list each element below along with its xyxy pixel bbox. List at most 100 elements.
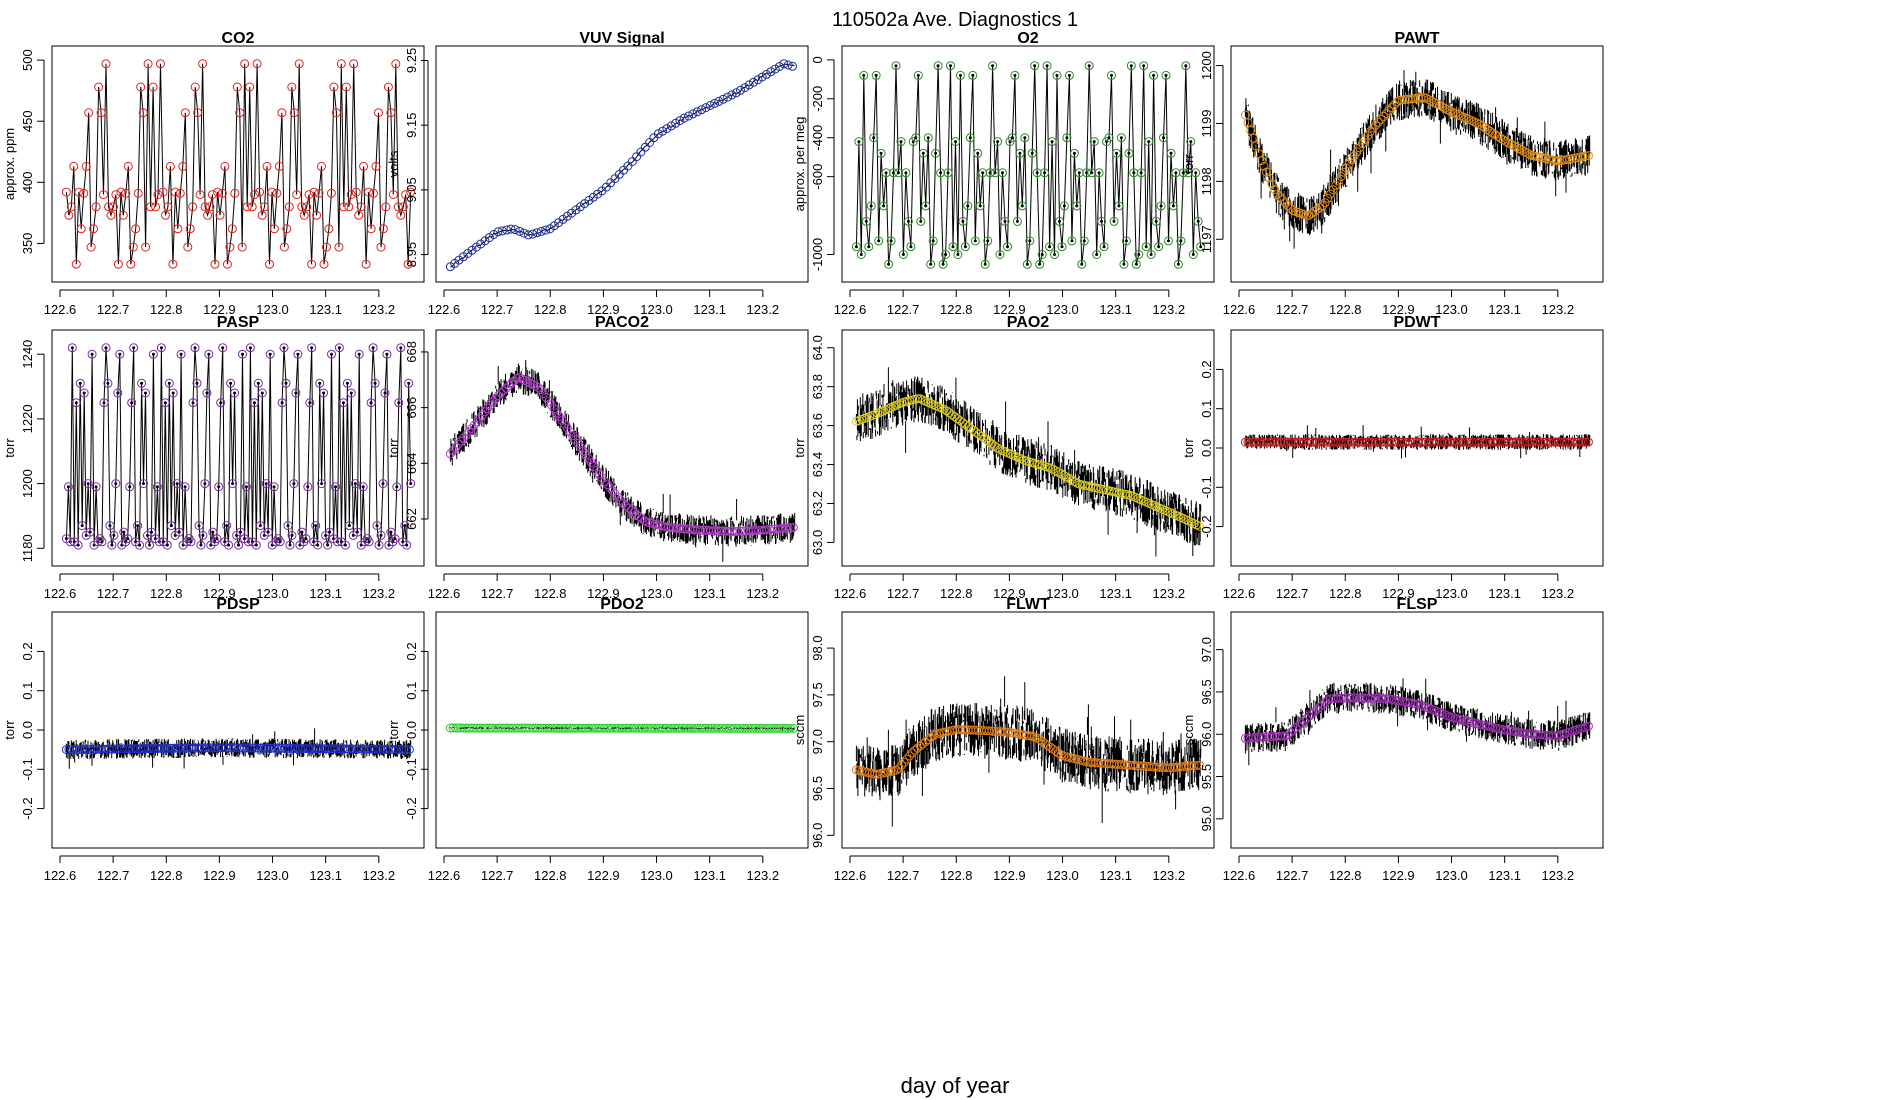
data-point-center — [1013, 74, 1016, 77]
data-point-center — [954, 140, 957, 143]
data-point-center — [168, 382, 171, 385]
data-point-center — [291, 534, 294, 537]
data-point-center — [114, 482, 117, 485]
data-point-center — [897, 171, 900, 174]
data-point-center — [1130, 64, 1133, 67]
data-point-center — [927, 136, 930, 139]
data-point-center — [180, 353, 183, 356]
x-tick-label: 123.1 — [1488, 868, 1521, 883]
data-point-center — [205, 392, 208, 395]
data-point-center — [95, 485, 98, 488]
data-point-center — [924, 204, 927, 207]
x-tick-label: 123.0 — [1046, 868, 1079, 883]
data-point-center — [384, 392, 387, 395]
data-point-center — [919, 220, 922, 223]
y-tick-label: 0 — [810, 56, 825, 63]
data-point-center — [1004, 220, 1007, 223]
data-point-center — [917, 74, 920, 77]
x-tick-label: 122.9 — [993, 868, 1026, 883]
data-point-center — [308, 401, 311, 404]
x-tick-label: 123.1 — [309, 868, 342, 883]
x-tick-label: 122.8 — [940, 868, 973, 883]
data-point-center — [348, 524, 351, 527]
x-tick-label: 123.2 — [363, 586, 396, 601]
panel-title: PDO2 — [600, 596, 644, 613]
y-tick-label: 97.0 — [1199, 637, 1214, 662]
y-tick-label: 63.4 — [810, 452, 825, 477]
y-tick-label: 64.0 — [810, 335, 825, 360]
data-point-center — [1177, 263, 1180, 266]
data-point-center — [1127, 152, 1130, 155]
series-line — [66, 348, 410, 545]
data-point-center — [1016, 220, 1019, 223]
data-point-center — [867, 245, 870, 248]
x-tick-label: 123.0 — [256, 586, 289, 601]
data-point-center — [1088, 64, 1091, 67]
y-tick-label: 63.8 — [810, 374, 825, 399]
data-point-center — [1063, 204, 1066, 207]
x-tick-label: 122.7 — [481, 868, 514, 883]
data-point-center — [1078, 171, 1081, 174]
data-point-center — [142, 482, 145, 485]
figure-title: 110502a Ave. Diagnostics 1 — [832, 9, 1078, 31]
data-point-center — [979, 204, 982, 207]
data-point-center — [1142, 64, 1145, 67]
data-point-center — [385, 353, 388, 356]
y-tick-label: -0.1 — [1199, 476, 1214, 498]
data-point-center — [1033, 64, 1036, 67]
data-point-center — [316, 544, 319, 547]
x-tick-label: 122.6 — [1223, 586, 1256, 601]
x-tick-label: 122.6 — [834, 302, 867, 317]
x-tick-label: 123.1 — [309, 302, 342, 317]
x-tick-label: 122.7 — [97, 868, 130, 883]
y-tick-label: -400 — [810, 125, 825, 151]
data-point-center — [1093, 140, 1096, 143]
data-point-center — [1167, 239, 1170, 242]
panel-co2: CO2approx. ppm122.6 122.7 122.8 122.9 123.0 1… — [2, 30, 424, 317]
x-tick-label: 123.1 — [1099, 868, 1132, 883]
data-point-center — [860, 253, 863, 256]
data-point-center — [991, 64, 994, 67]
panel-o2: O2 approx. per meg 122.6 122.7 122.8 122.9 123… — [792, 30, 1214, 317]
data-point-center — [287, 524, 290, 527]
y-tick-label: -0.2 — [20, 797, 35, 819]
data-point-center — [231, 482, 234, 485]
data-point-center — [1135, 263, 1138, 266]
data-point-center — [875, 74, 878, 77]
data-point-center — [140, 382, 143, 385]
y-axis-label: sccm — [792, 715, 807, 745]
x-tick-label: 123.1 — [693, 586, 726, 601]
data-point-center — [233, 392, 236, 395]
data-point-center — [310, 346, 313, 349]
x-tick-label: 123.1 — [1099, 586, 1132, 601]
data-point-center — [1137, 253, 1140, 256]
data-point-center — [318, 382, 321, 385]
data-point-center — [1172, 204, 1175, 207]
data-point-center — [1043, 171, 1046, 174]
data-point-center — [1041, 253, 1044, 256]
data-point-center — [380, 534, 383, 537]
data-point-center — [338, 346, 341, 349]
x-tick-label: 123.2 — [363, 868, 396, 883]
data-point-center — [949, 64, 952, 67]
data-point-center — [947, 171, 950, 174]
x-tick-label: 122.8 — [534, 586, 567, 601]
data-point-center — [1162, 136, 1165, 139]
data-point-center — [89, 531, 92, 534]
data-point-center — [372, 346, 375, 349]
data-point-center — [902, 253, 905, 256]
y-tick-label: -0.1 — [20, 758, 35, 780]
data-point-center — [1192, 253, 1195, 256]
y-tick-label: 668 — [404, 341, 419, 363]
x-tick-label: 122.8 — [1329, 868, 1362, 883]
data-point-center — [201, 534, 204, 537]
y-tick-label: 450 — [20, 110, 35, 132]
data-point-center — [1110, 74, 1113, 77]
x-tick-label: 123.0 — [1435, 868, 1468, 883]
data-point-center — [395, 485, 398, 488]
x-tick-label: 122.8 — [1329, 302, 1362, 317]
panel-pao2: PAO2torr122.6 122.7 122.8 122.9 123.0 123.1 12… — [792, 314, 1214, 601]
data-point-center — [164, 401, 167, 404]
x-tick-label: 122.7 — [887, 586, 920, 601]
x-tick-label: 122.6 — [428, 586, 461, 601]
